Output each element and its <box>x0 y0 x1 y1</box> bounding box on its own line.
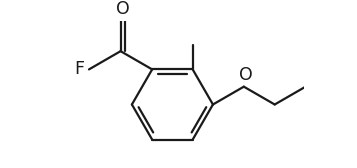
Text: O: O <box>116 0 130 18</box>
Text: O: O <box>238 66 252 84</box>
Text: F: F <box>74 60 84 78</box>
